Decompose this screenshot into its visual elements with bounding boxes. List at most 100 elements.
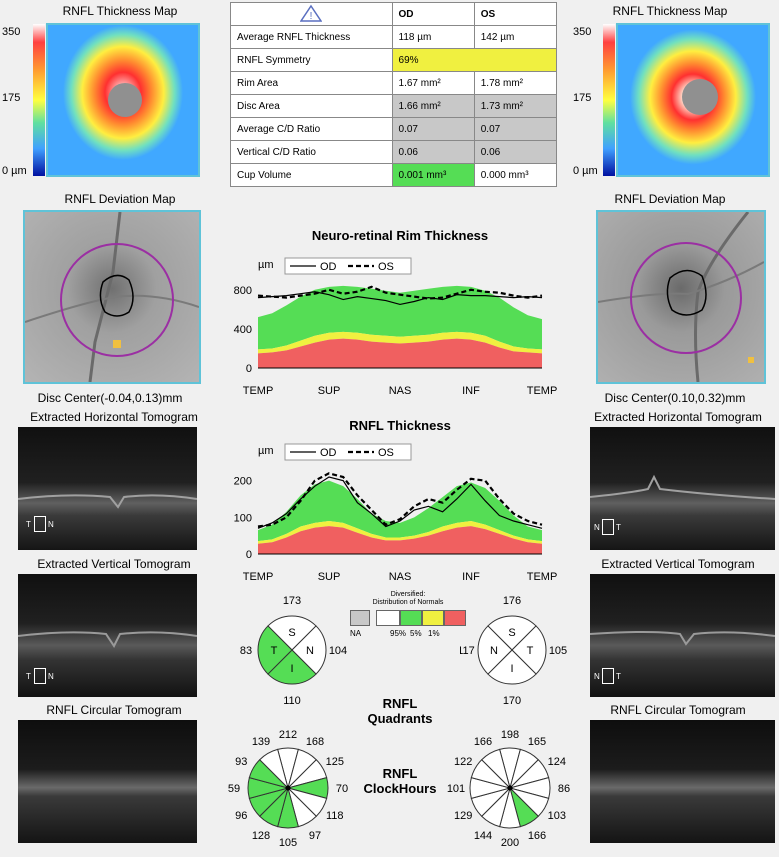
quadrant-letter-top: S (508, 627, 515, 639)
summary-panel: ! OD OS Average RNFL Thickness 118 µm 142 … (230, 2, 558, 187)
left-disc-center: Disc Center(-0.04,0.13)mm (37, 391, 183, 405)
clockhours-label: RNFL ClockHours (355, 766, 445, 796)
chart-legend: OD OS (284, 257, 412, 275)
summary-row-label: Rim Area (230, 71, 393, 95)
summary-row-od: 69% (391, 48, 558, 72)
y-tick-label: 100 (234, 512, 252, 524)
quadrant-letter-left: T (271, 645, 278, 657)
quadrant-bottom (267, 649, 317, 685)
clock-value: 118 (326, 810, 344, 822)
left-vert-t-label: T (26, 672, 31, 681)
summary-row-label: Cup Volume (230, 163, 393, 187)
summary-row-od: 0.001 mm³ (391, 163, 475, 187)
quadrant-value-top: 173 (283, 595, 301, 607)
quadrants-label: RNFL Quadrants (355, 696, 445, 726)
normal-band-1 (258, 526, 542, 554)
quadrant-right (511, 625, 547, 675)
quadrants-label-line1: RNFL (382, 696, 418, 711)
right-deviation-overlay (598, 212, 764, 382)
normal-band-5 (258, 331, 542, 354)
right-vert-title: Extracted Vertical Tomogram (601, 557, 755, 571)
summary-row: Rim Area 1.67 mm² 1.78 mm² (230, 71, 558, 95)
right-vert-marker (602, 668, 614, 684)
quadrant-value-top: 176 (503, 595, 521, 607)
x-tick-label: TEMP (527, 385, 558, 397)
summary-row-label: Average RNFL Thickness (230, 25, 393, 49)
rnfl-chart-title: RNFL Thickness (349, 418, 451, 433)
x-tick-label: TEMP (243, 385, 274, 397)
clock-value: 139 (252, 736, 270, 748)
clock-value: 212 (279, 729, 297, 741)
left-vert-title: Extracted Vertical Tomogram (37, 557, 191, 571)
os-line (257, 285, 543, 300)
left-horiz-marker (34, 516, 46, 532)
normals-legend-title: Diversified: Distribution of Normals (350, 591, 466, 607)
clock-value: 168 (306, 736, 324, 748)
x-tick-label: NAS (389, 571, 412, 583)
quadrant-right (291, 625, 327, 675)
quadrant-letter-bottom: I (510, 663, 513, 675)
od-quadrants: S IT N 173 110 83 104 (240, 595, 347, 707)
legend-od-label: OD (320, 447, 337, 459)
clock-value: 70 (336, 783, 348, 795)
left-vert-n-label: N (48, 672, 54, 681)
summary-row-os: 0.07 (473, 117, 558, 141)
legend-os-label: OS (378, 261, 394, 273)
right-deviation-map (596, 210, 766, 384)
y-tick-label: 200 (234, 476, 252, 488)
clock-value: 198 (501, 729, 519, 741)
rnfl-thickness-chart: 0 100 200 µm TEMP SUP NAS INF TEMP OD OS (234, 443, 558, 583)
summary-row-od: 1.66 mm² (391, 94, 475, 118)
rim-chart-title: Neuro-retinal Rim Thickness (311, 228, 489, 243)
left-disc-mask (108, 83, 142, 117)
right-scale-max: 350 (573, 26, 592, 38)
clock-value: 125 (326, 756, 344, 768)
left-scale-mid: 175 (2, 92, 21, 104)
quadrant-letter-left: N (490, 645, 498, 657)
left-color-scale (33, 24, 45, 176)
clock-value: 96 (235, 810, 247, 822)
quadrant-value-left: 83 (240, 645, 252, 657)
normal-band-95 (258, 480, 542, 542)
clock-value: 129 (454, 810, 472, 822)
y-tick-label: 800 (234, 285, 252, 297)
clock-value: 200 (501, 837, 519, 849)
summary-row-label: Vertical C/D Ratio (230, 140, 393, 164)
summary-row-od: 0.06 (391, 140, 475, 164)
col-od-header: OD (391, 2, 475, 26)
summary-row-os: 0.06 (473, 140, 558, 164)
clock-sector (481, 748, 511, 790)
clock-value: 166 (474, 736, 492, 748)
quadrant-value-right: 104 (329, 645, 347, 657)
svg-text:!: ! (310, 11, 313, 22)
left-deviation-title: RNFL Deviation Map (64, 192, 176, 206)
left-horiz-tomogram: T N (17, 427, 198, 550)
left-scale-min: 0 µm (2, 165, 27, 177)
warning-cell: ! (230, 2, 393, 26)
right-vert-tomogram: N T (589, 574, 776, 697)
left-thickness-map (46, 23, 200, 177)
left-circ-title: RNFL Circular Tomogram (46, 703, 182, 717)
quadrant-letter-top: S (288, 627, 295, 639)
quadrant-bottom (487, 649, 537, 685)
left-scale-max: 350 (2, 26, 21, 38)
summary-row-os: 0.000 mm³ (473, 163, 558, 187)
x-tick-label: TEMP (527, 571, 558, 583)
summary-row: Cup Volume 0.001 mm³ 0.000 mm³ (230, 163, 558, 187)
x-tick-label: INF (462, 571, 480, 583)
y-tick-label: 0 (246, 549, 252, 561)
normals-legend-line1: Diversified: (390, 591, 426, 598)
summary-row: Vertical C/D Ratio 0.06 0.06 (230, 140, 558, 164)
x-tick-label: SUP (318, 571, 341, 583)
clockhours-label-line1: RNFL (382, 766, 418, 781)
summary-row: Average RNFL Thickness 118 µm 142 µm (230, 25, 558, 49)
clock-value: 97 (309, 830, 321, 842)
left-circ-tomogram (18, 720, 197, 843)
quadrants-label-line2: Quadrants (367, 711, 433, 726)
left-vert-marker (34, 668, 46, 684)
right-scale-min: 0 µm (573, 165, 598, 177)
summary-row-os: 142 µm (473, 25, 558, 49)
clock-value: 124 (548, 756, 566, 768)
clock-value: 165 (528, 736, 546, 748)
summary-row-od: 1.67 mm² (391, 71, 475, 95)
